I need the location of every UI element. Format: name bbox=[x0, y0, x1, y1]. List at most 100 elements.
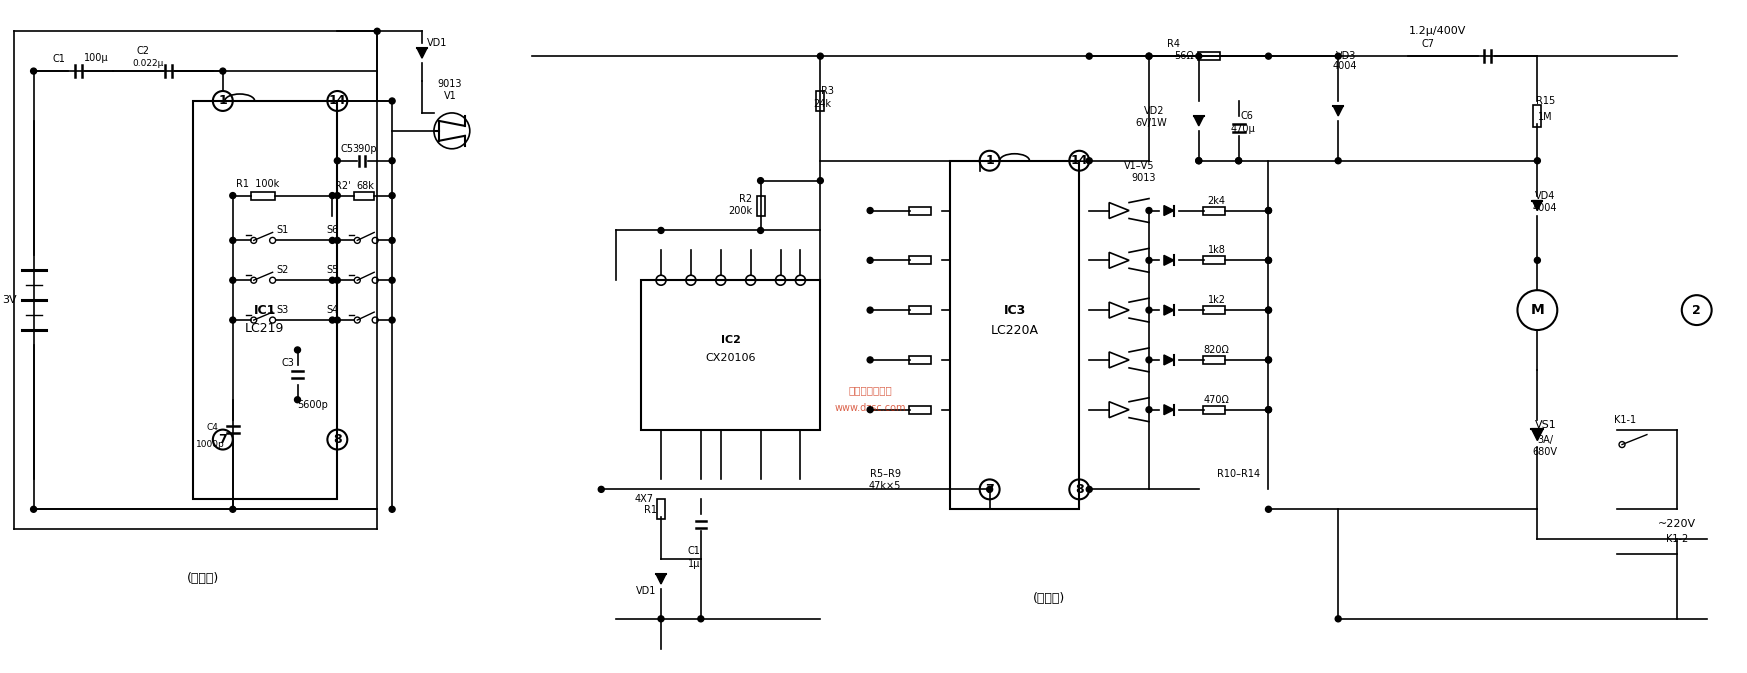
Text: 维库电子市场网: 维库电子市场网 bbox=[849, 385, 893, 395]
Circle shape bbox=[1534, 257, 1541, 263]
Text: C3: C3 bbox=[281, 358, 293, 368]
Text: VD3: VD3 bbox=[1336, 51, 1356, 61]
Bar bbox=[252, 192, 274, 200]
Text: 9013: 9013 bbox=[1132, 173, 1157, 182]
Text: R2': R2' bbox=[334, 180, 349, 190]
Circle shape bbox=[330, 317, 335, 323]
Text: R4: R4 bbox=[1167, 39, 1181, 49]
Circle shape bbox=[1195, 157, 1202, 164]
Circle shape bbox=[1265, 406, 1272, 413]
Text: 1k8: 1k8 bbox=[1207, 246, 1226, 255]
Text: 3V: 3V bbox=[2, 295, 17, 305]
Text: 1: 1 bbox=[985, 154, 994, 167]
Circle shape bbox=[1146, 53, 1151, 59]
Text: S6: S6 bbox=[327, 225, 339, 236]
Text: 820Ω: 820Ω bbox=[1204, 345, 1230, 355]
Circle shape bbox=[1235, 157, 1242, 164]
Bar bbox=[1202, 207, 1225, 215]
Text: M: M bbox=[1530, 303, 1544, 317]
Text: 6V/1W: 6V/1W bbox=[1136, 118, 1167, 128]
Text: VD1: VD1 bbox=[636, 586, 657, 596]
Text: V1: V1 bbox=[444, 91, 456, 101]
Circle shape bbox=[1335, 157, 1342, 164]
Bar bbox=[816, 91, 825, 111]
Circle shape bbox=[330, 192, 335, 199]
Bar bbox=[355, 192, 374, 200]
Text: 14: 14 bbox=[328, 94, 346, 108]
Bar bbox=[1202, 406, 1225, 414]
Circle shape bbox=[1146, 257, 1151, 263]
Polygon shape bbox=[1193, 116, 1204, 126]
Bar bbox=[908, 406, 931, 414]
Text: 100μ: 100μ bbox=[84, 53, 108, 63]
Circle shape bbox=[390, 157, 395, 164]
Circle shape bbox=[1265, 357, 1272, 363]
Circle shape bbox=[867, 357, 874, 363]
Circle shape bbox=[330, 277, 335, 283]
Text: R2: R2 bbox=[739, 194, 753, 203]
Circle shape bbox=[697, 616, 704, 622]
Circle shape bbox=[1265, 307, 1272, 313]
Bar bbox=[950, 161, 1080, 509]
Polygon shape bbox=[1164, 305, 1174, 315]
Text: IC1: IC1 bbox=[253, 304, 276, 316]
Text: 4Χ7: 4Χ7 bbox=[634, 495, 653, 504]
Text: 470μ: 470μ bbox=[1230, 124, 1254, 134]
Circle shape bbox=[334, 192, 341, 199]
Circle shape bbox=[867, 307, 874, 313]
Text: 7: 7 bbox=[985, 483, 994, 496]
Bar bbox=[192, 101, 337, 499]
Circle shape bbox=[1335, 53, 1342, 59]
Circle shape bbox=[1146, 307, 1151, 313]
Bar bbox=[1202, 306, 1225, 314]
Circle shape bbox=[818, 178, 823, 184]
Text: 3A/: 3A/ bbox=[1537, 435, 1553, 445]
Polygon shape bbox=[1164, 255, 1174, 265]
Text: K1-1: K1-1 bbox=[1614, 415, 1637, 425]
Text: 5600p: 5600p bbox=[297, 400, 328, 410]
Circle shape bbox=[1146, 406, 1151, 413]
Text: IC3: IC3 bbox=[1003, 304, 1025, 316]
Text: 2: 2 bbox=[1693, 304, 1702, 316]
Circle shape bbox=[1265, 53, 1272, 59]
Circle shape bbox=[659, 616, 664, 622]
Circle shape bbox=[1534, 157, 1541, 164]
Polygon shape bbox=[418, 48, 426, 58]
Bar bbox=[908, 306, 931, 314]
Bar bbox=[908, 356, 931, 364]
Text: www.dzsc.com: www.dzsc.com bbox=[835, 402, 907, 413]
Circle shape bbox=[659, 227, 664, 234]
Polygon shape bbox=[1164, 404, 1174, 415]
Circle shape bbox=[231, 277, 236, 283]
Text: 0.022μ: 0.022μ bbox=[133, 59, 164, 67]
Text: 1k2: 1k2 bbox=[1207, 295, 1226, 305]
Text: 470Ω: 470Ω bbox=[1204, 395, 1230, 404]
Text: R3: R3 bbox=[821, 86, 833, 96]
Text: 680V: 680V bbox=[1532, 446, 1558, 456]
Polygon shape bbox=[1532, 201, 1543, 211]
Circle shape bbox=[1146, 53, 1151, 59]
Text: 14: 14 bbox=[1071, 154, 1088, 167]
Circle shape bbox=[374, 28, 381, 34]
Text: 1: 1 bbox=[218, 94, 227, 108]
Circle shape bbox=[1235, 157, 1242, 164]
Circle shape bbox=[1265, 257, 1272, 263]
Circle shape bbox=[1265, 406, 1272, 413]
Text: R1: R1 bbox=[643, 505, 657, 516]
Circle shape bbox=[1087, 53, 1092, 59]
Text: VD4: VD4 bbox=[1536, 190, 1555, 201]
Circle shape bbox=[867, 257, 874, 263]
Circle shape bbox=[1087, 487, 1092, 493]
Text: S4: S4 bbox=[327, 305, 339, 315]
Bar bbox=[1202, 256, 1225, 264]
Text: R1  100k: R1 100k bbox=[236, 178, 280, 188]
Text: 4004: 4004 bbox=[1333, 61, 1357, 71]
Circle shape bbox=[31, 68, 37, 74]
Circle shape bbox=[231, 506, 236, 512]
Text: C6: C6 bbox=[1240, 111, 1253, 121]
Circle shape bbox=[1195, 157, 1202, 164]
Circle shape bbox=[1265, 357, 1272, 363]
Text: R15: R15 bbox=[1536, 96, 1555, 106]
Circle shape bbox=[1265, 257, 1272, 263]
Circle shape bbox=[295, 347, 300, 353]
